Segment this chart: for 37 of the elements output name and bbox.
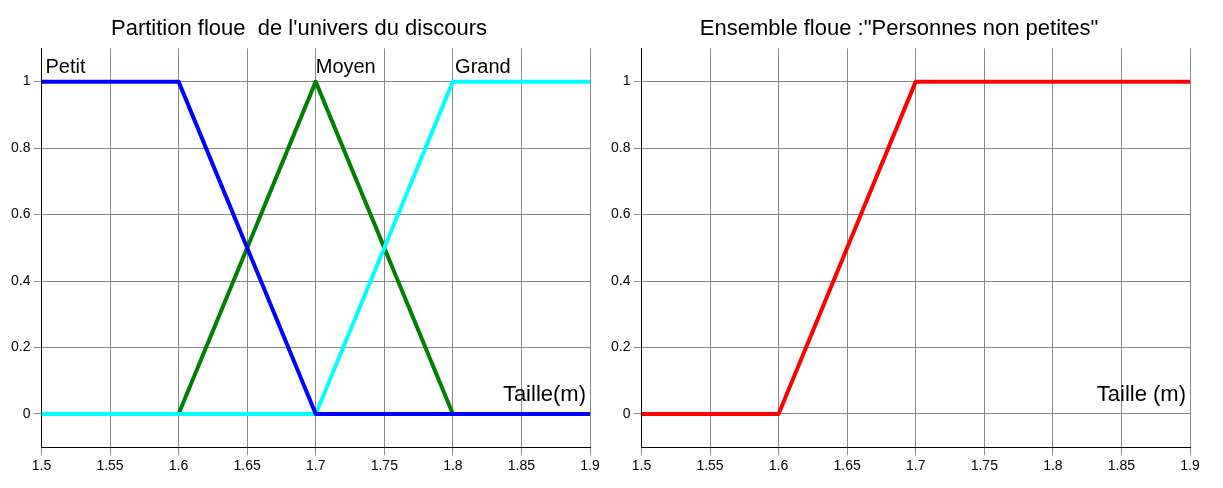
- x-tick-label: 1.7: [306, 457, 326, 474]
- x-tick-label: 1.6: [768, 457, 789, 474]
- x-tick-label: 1.9: [580, 457, 600, 474]
- x-tick-label: 1.7: [906, 457, 926, 474]
- x-tick-label: 1.85: [1107, 457, 1136, 474]
- x-tick-label: 1.8: [1043, 457, 1063, 474]
- x-tick-label: 1.8: [443, 457, 463, 474]
- x-axis-title: Taille (m): [1096, 381, 1186, 407]
- x-axis-title: Taille(m): [502, 381, 586, 407]
- y-tick-label: 0.8: [10, 138, 31, 155]
- y-tick-label: 0.6: [610, 205, 631, 222]
- x-tick-label: 1.85: [507, 457, 536, 474]
- x-tick-label: 1.65: [833, 457, 861, 474]
- y-tick-label: 0.8: [610, 138, 631, 155]
- x-tick-label: 1.5: [631, 457, 652, 474]
- y-tick-label: 0.6: [10, 205, 31, 222]
- x-tick-label: 1.55: [696, 457, 724, 474]
- x-tick-label: 1.5: [31, 457, 52, 474]
- x-tick-label: 1.6: [168, 457, 189, 474]
- y-tick-label: 0: [22, 404, 31, 421]
- series-label: Moyen: [315, 55, 376, 78]
- y-tick-label: 0.2: [10, 338, 31, 355]
- chart-title: Ensemble floue :"Personnes non petites": [699, 15, 1099, 41]
- y-tick-label: 1: [622, 72, 631, 89]
- y-tick-label: 0.2: [610, 338, 631, 355]
- y-tick-label: 0.4: [610, 271, 631, 288]
- y-tick-label: 1: [22, 72, 31, 89]
- y-tick-label: 0: [622, 404, 631, 421]
- series-label: Grand: [455, 55, 511, 78]
- chart-title: Partition floue de l'univers du discours: [111, 15, 487, 41]
- x-tick-label: 1.55: [96, 457, 124, 474]
- x-tick-label: 1.75: [970, 457, 999, 474]
- y-tick-label: 0.4: [10, 271, 31, 288]
- x-tick-label: 1.75: [370, 457, 399, 474]
- x-tick-label: 1.9: [1180, 457, 1200, 474]
- series-label: Petit: [45, 55, 86, 78]
- x-tick-label: 1.65: [233, 457, 261, 474]
